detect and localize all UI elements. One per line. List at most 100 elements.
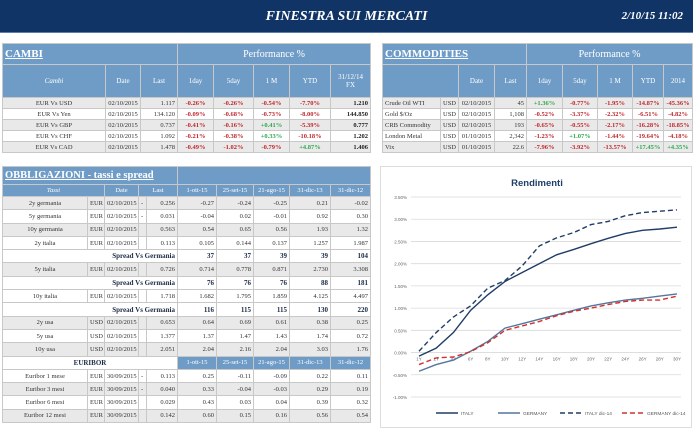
- x-tick-label: 22Y: [604, 357, 612, 362]
- cell: 1,108: [494, 108, 527, 120]
- cell: -0.54%: [253, 97, 290, 109]
- cell: 02/10/2015: [104, 315, 139, 330]
- cell: 0.256: [146, 195, 178, 211]
- obbligazioni-col-header: Last: [138, 184, 178, 197]
- euribor-col-header: 21-ago-15: [253, 355, 290, 370]
- cell: USD: [440, 130, 459, 142]
- table-row: 2y italia EUR 02/10/2015 0.113 0.105 0.144 0.1…: [2, 235, 371, 251]
- cell: -0.65%: [526, 119, 563, 131]
- cell: -0.04: [216, 382, 254, 397]
- series-line-germany-dic-14: [418, 295, 678, 366]
- cell: -0.11: [216, 368, 254, 384]
- cell: 0.30: [330, 209, 371, 224]
- cambi-col-header: 1day: [177, 64, 214, 98]
- cell: -: [138, 209, 147, 224]
- cell: 02/10/2015: [104, 209, 139, 224]
- y-tick-label: 1.00%: [394, 306, 407, 311]
- x-tick-label: 20Y: [587, 357, 595, 362]
- cell: -: [138, 382, 147, 397]
- x-tick-label: 6Y: [468, 357, 474, 362]
- euribor-header-row: EURIBOR 1-ott-15 25-set-15 21-ago-15 31-dic-…: [2, 355, 371, 370]
- cell: -0.77%: [562, 97, 598, 109]
- cell: 1.987: [330, 235, 371, 251]
- table-row: Euribor 3 mesi EUR 30/09/2015-0.040 0.33 -0.…: [2, 382, 371, 397]
- cell: 1.43: [253, 328, 290, 344]
- cell: [138, 395, 147, 410]
- table-row: CRB Commodity USD 02/10/2015 193 -0.65% -0.55…: [382, 119, 693, 131]
- cell: 1.406: [329, 141, 372, 153]
- cell: -1.95%: [597, 97, 633, 109]
- table-row: Vix USD 01/10/2015 22.6 -7.96% -3.92% -13.57% +…: [382, 141, 693, 153]
- cell: 02/10/2015: [104, 235, 139, 251]
- commodities-col-header: 1 M: [597, 64, 633, 98]
- cell: 1.93: [289, 222, 331, 237]
- cell: 0.653: [146, 315, 178, 330]
- cell: USD: [87, 315, 105, 330]
- cell: -4.82%: [662, 108, 693, 120]
- cell: -: [138, 368, 147, 384]
- cell: [138, 262, 147, 277]
- cell: 1.795: [216, 289, 254, 304]
- cell: 3.308: [330, 262, 371, 277]
- x-tick-label: 24Y: [621, 357, 629, 362]
- cell: 1.47: [216, 328, 254, 344]
- table-row: London Metal USD 01/10/2015 2,342 -1.23% +1.0…: [382, 130, 693, 142]
- commodities-col-header: 5day: [562, 64, 598, 98]
- cell: [138, 315, 147, 330]
- cell: 1.718: [146, 289, 178, 304]
- cell: 0.54: [177, 222, 217, 237]
- cell: 02/10/2015: [104, 342, 139, 357]
- cell: +1.36%: [526, 97, 563, 109]
- rate-name: Euribor 1 mese: [2, 368, 88, 384]
- legend-label: GERMANY dic-14: [647, 411, 686, 417]
- x-tick-label: 8Y: [485, 357, 491, 362]
- cell: -8.00%: [289, 108, 331, 120]
- x-tick-label: 14Y: [535, 357, 543, 362]
- cell: 30/09/2015: [104, 368, 139, 384]
- spread-label: Spread Vs Germania: [2, 249, 178, 264]
- euribor-title: EURIBOR: [2, 355, 178, 370]
- y-tick-label: 3.00%: [394, 217, 407, 222]
- spread-row: Spread Vs Germania76767688181301: [2, 275, 371, 291]
- cell: -5.39%: [289, 119, 331, 131]
- cell: -0.27: [177, 195, 217, 211]
- cell: -1.23%: [526, 130, 563, 142]
- cell: -45.36%: [662, 97, 693, 109]
- cell: -4.18%: [662, 130, 693, 142]
- cell: -0.24: [216, 195, 254, 211]
- cell: 0.33: [177, 382, 217, 397]
- series-line-italy: [418, 226, 678, 357]
- spread-label: Spread Vs Germania: [2, 275, 178, 291]
- cell: 0.16: [253, 408, 290, 424]
- cell: 0.11: [330, 368, 371, 384]
- cell: 2.051: [146, 342, 178, 357]
- pair-name: EUR Vs CHF: [2, 130, 106, 142]
- y-tick-label: -1.00%: [393, 395, 407, 400]
- cell: -14.87%: [632, 97, 664, 109]
- cell: 3.03: [289, 342, 331, 357]
- spread-value: 116: [177, 302, 217, 317]
- cell: 2.04: [177, 342, 217, 357]
- pair-name: EUR Vs Yen: [2, 108, 106, 120]
- cell: 0.142: [146, 408, 178, 424]
- cell: 0.54: [330, 408, 371, 424]
- spread-value: 130: [289, 302, 331, 317]
- table-row: EUR Vs Yen 02/10/2015 134.120 -0.09% -0.68% -…: [2, 108, 372, 120]
- cambi-performance-header: Performance %: [176, 43, 372, 65]
- cell: USD: [440, 141, 459, 153]
- x-tick-label: 30Y: [673, 357, 681, 362]
- rate-name: Euribor 3 mesi: [2, 382, 88, 397]
- rate-name: 5y italia: [2, 262, 88, 277]
- cell: 02/10/2015: [105, 108, 141, 120]
- x-tick-label: 16Y: [553, 357, 561, 362]
- cell: -0.68%: [213, 108, 254, 120]
- cell: 0.563: [146, 222, 178, 237]
- cell: 02/10/2015: [104, 328, 139, 344]
- commodities-col-header: 2014: [662, 64, 693, 98]
- rate-name: 5y usa: [2, 328, 88, 344]
- cell: 4.497: [330, 289, 371, 304]
- cell: -1.44%: [597, 130, 633, 142]
- cell: 0.65: [216, 222, 254, 237]
- pair-name: EUR Vs CAD: [2, 141, 106, 153]
- x-tick-label: 10Y: [501, 357, 509, 362]
